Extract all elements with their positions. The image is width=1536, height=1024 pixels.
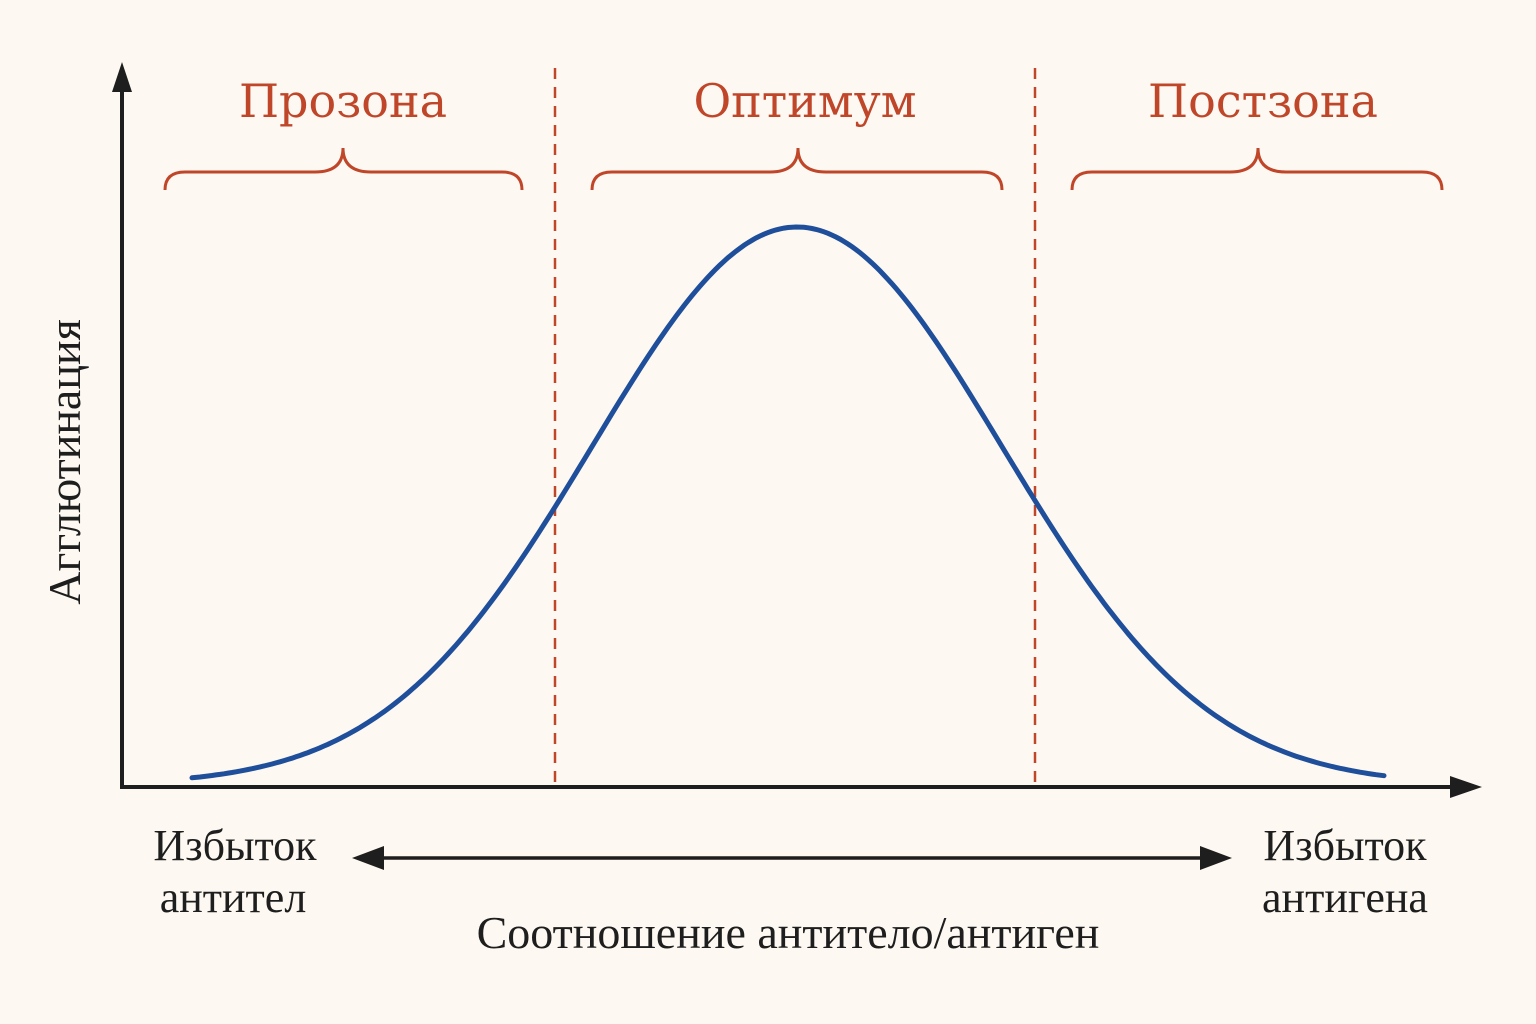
left-end-label-line2: антител [160, 873, 307, 922]
y-axis-label: Агглютинация [39, 319, 90, 604]
agglutination-curve [189, 224, 1387, 781]
right-end-label-line1: Избыток [1263, 821, 1427, 870]
zone-label-optimum: Оптимум [693, 74, 916, 128]
left-end-label-line1: Избыток [153, 821, 317, 870]
optimum-brace [590, 147, 1004, 191]
ratio-arrow-right-head [1200, 846, 1232, 870]
zone-label-postzone: Постзона [1148, 74, 1378, 128]
x-axis-arrowhead [1450, 776, 1482, 798]
postzone-brace [1070, 147, 1444, 191]
x-axis-label: Соотношение антитело/антиген [477, 907, 1100, 958]
ratio-arrow-left-head [352, 846, 384, 870]
zone-label-prozone: Прозона [239, 74, 447, 128]
prozone-brace [163, 147, 524, 191]
right-end-label-line2: антигена [1262, 873, 1428, 922]
y-axis-arrowhead [112, 62, 132, 92]
